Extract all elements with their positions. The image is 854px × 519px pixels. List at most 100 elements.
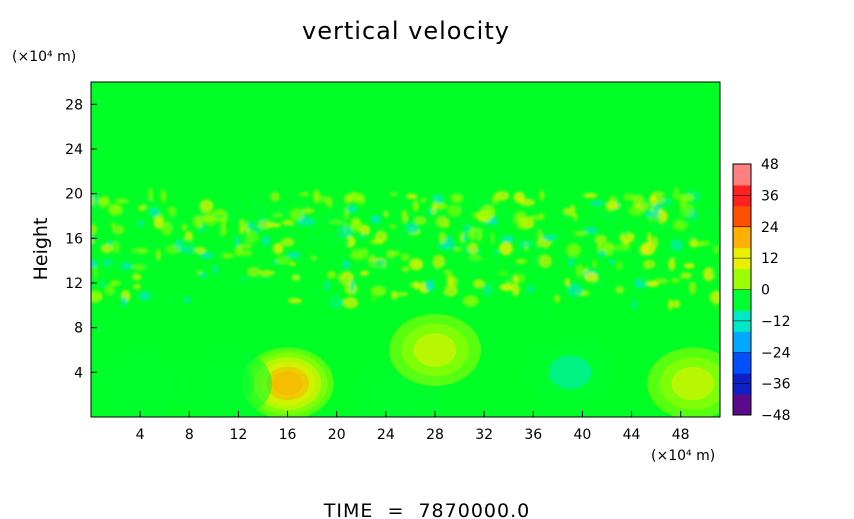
turbulent-cell [575, 264, 584, 278]
turbulent-cell [401, 209, 408, 223]
x-unit-label: (×10⁴ m) [651, 448, 715, 464]
turbulent-cell [679, 272, 692, 279]
turbulent-cell [258, 206, 272, 219]
turbulent-cell [201, 215, 216, 222]
turbulent-cell [609, 259, 615, 266]
turbulent-cell [397, 292, 409, 297]
turbulent-cell [613, 215, 620, 226]
turbulent-cell [541, 298, 552, 312]
turbulent-cell [584, 227, 598, 234]
turbulent-cell [712, 293, 717, 308]
turbulent-cell [584, 272, 599, 283]
lower-feature-contour [272, 371, 303, 396]
turbulent-cell [339, 235, 350, 248]
turbulent-cell [678, 193, 694, 202]
turbulent-cell [652, 204, 661, 212]
turbulent-cell [143, 198, 158, 209]
turbulent-cell [414, 216, 427, 225]
turbulent-cell [518, 240, 534, 248]
colorbar-tick-label: −12 [761, 314, 791, 330]
x-tick-label: 24 [377, 427, 395, 443]
turbulent-cell [573, 231, 588, 236]
turbulent-cell [288, 293, 295, 299]
turbulent-cell [513, 276, 519, 282]
turbulent-cell [435, 216, 450, 228]
turbulent-cell [251, 201, 262, 216]
turbulent-cell [647, 216, 662, 230]
turbulent-cell [354, 260, 362, 265]
turbulent-cell [643, 259, 656, 269]
turbulent-cell [96, 294, 104, 299]
turbulent-cell [619, 232, 635, 243]
turbulent-cell [668, 299, 673, 311]
turbulent-cell [331, 297, 338, 306]
colorbar-band [733, 164, 751, 186]
turbulent-cell [153, 216, 164, 230]
turbulent-cell [568, 258, 574, 266]
turbulent-cell [307, 232, 315, 238]
turbulent-cell [275, 204, 289, 216]
turbulent-cell [669, 246, 680, 259]
turbulent-cell [608, 249, 619, 254]
lower-layer [94, 314, 720, 417]
turbulent-cell [215, 247, 225, 258]
turbulent-cell [653, 278, 669, 284]
turbulent-cell [111, 225, 125, 235]
turbulent-cell [409, 258, 424, 271]
turbulent-cell [137, 219, 145, 228]
turbulent-cell [241, 276, 248, 282]
turbulent-cell [194, 247, 206, 254]
colorbar-band [733, 205, 751, 228]
turbulent-layer [91, 187, 720, 312]
turbulent-cell [462, 233, 467, 242]
turbulent-cell [679, 199, 688, 207]
turbulent-cell [383, 210, 389, 218]
y-tick-label: 28 [65, 97, 83, 113]
turbulent-cell [400, 253, 411, 262]
turbulent-cell [234, 246, 243, 257]
turbulent-cell [221, 281, 237, 286]
turbulent-cell [450, 193, 464, 203]
turbulent-cell [462, 295, 479, 307]
turbulent-cell [639, 242, 656, 256]
turbulent-cell [268, 209, 275, 224]
turbulent-cell [492, 223, 504, 230]
turbulent-cell [515, 258, 527, 264]
turbulent-cell [111, 240, 121, 253]
turbulent-cell [569, 204, 576, 217]
turbulent-cell [473, 279, 485, 289]
turbulent-cell [269, 191, 281, 202]
turbulent-cell [595, 234, 607, 245]
lower-feature-contour [118, 366, 162, 401]
turbulent-cell [302, 208, 314, 214]
turbulent-cell [499, 242, 513, 256]
turbulent-cell [597, 209, 609, 221]
turbulent-cell [471, 212, 484, 219]
turbulent-cell [292, 223, 306, 229]
turbulent-cell [328, 235, 342, 248]
turbulent-cell [243, 220, 248, 231]
turbulent-cell [683, 263, 695, 269]
turbulent-cell [657, 224, 673, 231]
turbulent-cell [565, 243, 582, 257]
turbulent-cell [309, 284, 323, 297]
turbulent-cell [443, 270, 453, 275]
turbulent-cell [262, 235, 270, 247]
turbulent-cell [148, 292, 160, 300]
x-axis: 4 8 12 16 20 24 28 32 36 40 44 48 [136, 411, 690, 443]
x-tick-label: 28 [426, 427, 444, 443]
x-tick-label: 16 [279, 427, 297, 443]
turbulent-cell [670, 278, 681, 283]
turbulent-cell [345, 205, 358, 213]
turbulent-cell [693, 198, 700, 209]
turbulent-cell [132, 250, 142, 260]
turbulent-cell [709, 202, 716, 216]
turbulent-cell [468, 255, 483, 260]
turbulent-cell [211, 214, 225, 219]
turbulent-cell [341, 271, 355, 285]
turbulent-cell [592, 260, 597, 268]
x-tick-label: 48 [672, 427, 690, 443]
turbulent-cell [254, 226, 262, 233]
turbulent-cell [701, 250, 708, 257]
turbulent-cell [483, 285, 493, 296]
